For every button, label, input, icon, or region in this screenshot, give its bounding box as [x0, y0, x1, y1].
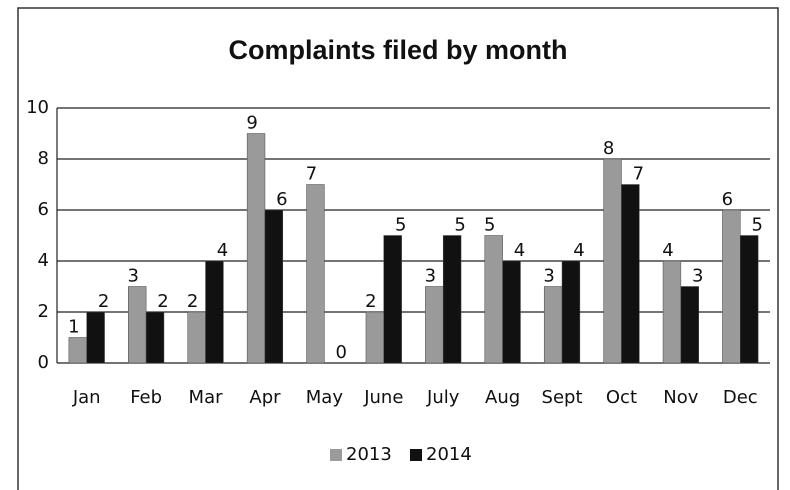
bar: [86, 311, 105, 364]
data-label: 2: [187, 291, 198, 312]
bar: [484, 235, 503, 364]
y-tick-label: 0: [38, 352, 49, 373]
data-label: 3: [692, 266, 703, 287]
legend-label: 2013: [346, 444, 392, 465]
y-tick-label: 8: [38, 148, 49, 169]
x-tick-label: Mar: [189, 387, 224, 408]
data-label: 2: [98, 291, 109, 312]
data-label: 5: [395, 215, 406, 236]
data-label: 7: [306, 164, 317, 185]
x-tick-label: Oct: [606, 387, 637, 408]
bar: [365, 311, 385, 364]
legend-swatch: [410, 449, 422, 461]
x-tick-label: Dec: [723, 387, 758, 408]
bar: [145, 311, 165, 364]
data-label: 0: [336, 342, 347, 363]
x-tick-label: June: [363, 387, 403, 408]
data-label: 2: [157, 291, 168, 312]
x-tick-label: Nov: [663, 387, 698, 408]
bar: [740, 235, 759, 364]
data-label: 3: [543, 266, 554, 287]
bar: [306, 184, 325, 364]
y-tick-label: 4: [38, 250, 49, 271]
bar: [543, 286, 563, 364]
data-label: 5: [484, 215, 495, 236]
data-label: 4: [217, 240, 228, 261]
legend-label: 2014: [426, 444, 472, 465]
x-tick-label: July: [426, 387, 460, 408]
data-label: 7: [633, 164, 644, 185]
bar: [246, 133, 266, 364]
y-tick-label: 10: [26, 97, 49, 118]
x-tick-label: Feb: [130, 387, 162, 408]
data-label: 4: [662, 240, 673, 261]
data-label: 8: [603, 138, 614, 159]
data-label: 2: [365, 291, 376, 312]
bar: [205, 260, 224, 364]
bar: [264, 209, 284, 364]
data-label: 6: [276, 189, 287, 210]
data-label: 9: [246, 113, 257, 134]
x-tick-label: Jan: [72, 387, 101, 408]
bar: [561, 260, 581, 364]
bar: [621, 184, 640, 364]
legend-swatch: [330, 449, 342, 461]
bar: [603, 158, 622, 364]
data-label: 1: [68, 317, 79, 338]
data-label: 5: [751, 215, 762, 236]
chart-title: Complaints filed by month: [228, 35, 567, 65]
bar: [442, 235, 462, 364]
y-tick-label: 2: [38, 301, 49, 322]
x-tick-label: Sept: [542, 387, 583, 408]
data-label: 5: [454, 215, 465, 236]
x-tick-label: Apr: [249, 387, 281, 408]
bar: [128, 286, 147, 364]
x-tick-label: Aug: [485, 387, 520, 408]
y-tick-label: 6: [38, 199, 49, 220]
bar: [187, 311, 206, 364]
bar: [662, 260, 682, 364]
bar: [502, 260, 521, 364]
data-label: 4: [573, 240, 584, 261]
bar: [425, 286, 444, 364]
bar: [383, 235, 402, 364]
bar: [722, 209, 741, 364]
data-label: 4: [514, 240, 525, 261]
data-label: 3: [425, 266, 436, 287]
data-label: 3: [127, 266, 138, 287]
x-tick-label: May: [306, 387, 344, 408]
bar: [68, 337, 87, 364]
data-label: 6: [722, 189, 733, 210]
bar: [680, 286, 699, 364]
